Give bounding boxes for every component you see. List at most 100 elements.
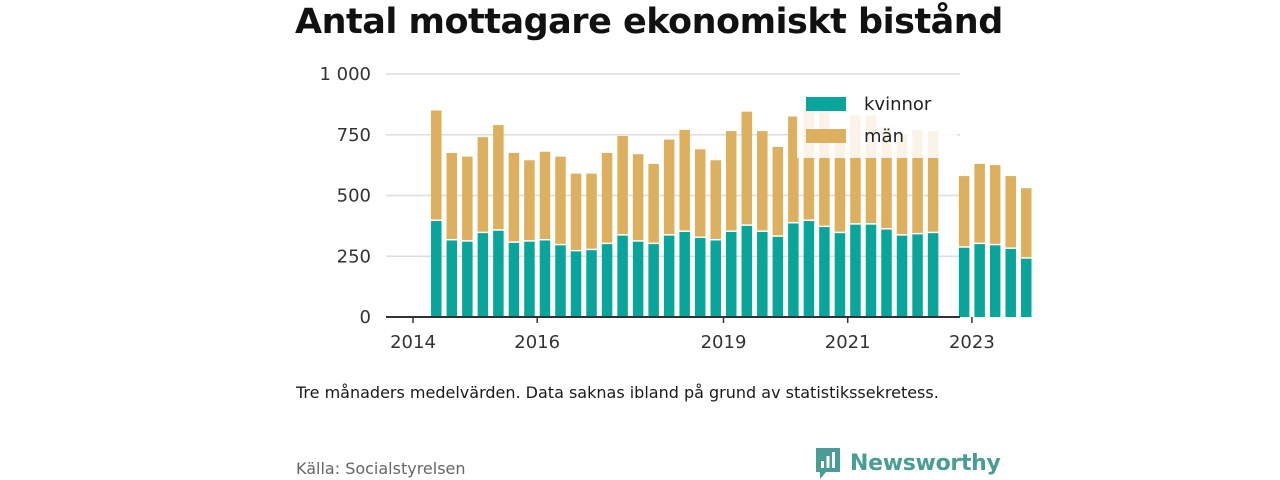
bar-kvinnor <box>431 221 442 317</box>
bar-kvinnor <box>757 231 768 317</box>
bar-kvinnor <box>1005 248 1016 317</box>
bar-man <box>710 160 721 239</box>
y-tick-label: 250 <box>337 246 371 267</box>
bar-kvinnor <box>850 224 861 317</box>
legend-swatch <box>806 129 846 143</box>
bar-man <box>663 139 675 235</box>
bar-man <box>741 111 753 225</box>
bar-kvinnor <box>648 244 659 317</box>
bar-man <box>974 163 985 243</box>
legend-label: kvinnor <box>864 94 932 115</box>
bar-kvinnor <box>1020 258 1032 317</box>
bar-man <box>539 151 551 239</box>
y-axis-ticks: 0 250 500 750 1 000 <box>319 64 371 328</box>
x-tick-label: 2021 <box>825 332 871 353</box>
bar-kvinnor <box>788 223 799 317</box>
bar-man <box>601 152 613 243</box>
bar-man <box>819 110 830 226</box>
bar-kvinnor <box>710 240 721 317</box>
bar-kvinnor <box>912 234 923 317</box>
bar-man <box>834 134 846 232</box>
bar-man <box>586 173 597 249</box>
bar-man <box>617 135 628 235</box>
bar-man <box>632 154 644 241</box>
bar-kvinnor <box>617 235 628 317</box>
bar-kvinnor <box>881 229 892 317</box>
bar-kvinnor <box>834 233 846 317</box>
bar-man <box>958 176 970 247</box>
bar-kvinnor <box>524 241 535 317</box>
brand-logo[interactable]: Newsworthy <box>814 446 1001 480</box>
y-tick-label: 0 <box>360 307 371 328</box>
bar-man <box>679 129 690 231</box>
bar-man <box>508 152 520 242</box>
x-tick-label: 2023 <box>949 332 995 353</box>
bar-kvinnor <box>803 221 815 317</box>
bar-kvinnor <box>819 227 830 317</box>
bar-kvinnor <box>539 240 551 317</box>
bars <box>431 104 1032 317</box>
bar-man <box>694 149 706 237</box>
bar-man <box>648 163 659 243</box>
bar-man <box>850 115 861 224</box>
bar-kvinnor <box>679 231 690 317</box>
bar-man <box>881 127 892 229</box>
bar-kvinnor <box>601 244 613 317</box>
bar-man <box>788 116 799 222</box>
bar-man <box>865 115 877 224</box>
bar-kvinnor <box>927 233 939 317</box>
bar-man <box>896 134 908 235</box>
chart-title: Antal mottagare ekonomiskt bistånd <box>295 2 1003 42</box>
x-tick-label: 2016 <box>514 332 560 353</box>
legend-swatch <box>806 97 846 111</box>
bar-kvinnor <box>989 245 1001 317</box>
bar-man <box>446 152 458 239</box>
bar-kvinnor <box>508 242 520 317</box>
bar-man <box>431 110 442 220</box>
bar-man <box>757 131 768 231</box>
brand-name: Newsworthy <box>850 450 1001 476</box>
bar-man <box>493 125 504 230</box>
bar-kvinnor <box>477 233 489 317</box>
bar-kvinnor <box>694 238 706 317</box>
bar-man <box>1005 176 1016 248</box>
bar-kvinnor <box>865 224 877 317</box>
chart-note: Tre månaders medelvärden. Data saknas ib… <box>296 383 939 402</box>
source-text: Källa: Socialstyrelsen <box>296 459 466 478</box>
bar-man <box>803 104 815 220</box>
bar-kvinnor <box>570 251 582 317</box>
bar-man <box>570 173 582 250</box>
stacked-bar-chart: 0 250 500 750 1 000 2014 2016 2019 2021 2023 kvi… <box>319 64 1032 353</box>
bar-man <box>1020 188 1032 258</box>
bar-kvinnor <box>974 244 985 317</box>
bar-man <box>772 146 784 236</box>
bar-man <box>477 137 489 232</box>
bar-man <box>989 165 1001 244</box>
bar-kvinnor <box>772 236 784 317</box>
bar-kvinnor <box>632 241 644 317</box>
x-axis-ticks: 2014 2016 2019 2021 2023 <box>390 317 995 353</box>
x-tick-label: 2019 <box>701 332 747 353</box>
bar-kvinnor <box>493 230 504 317</box>
legend-label: män <box>864 126 904 147</box>
bar-kvinnor <box>741 225 753 317</box>
legend: kvinnor män <box>797 86 957 158</box>
bar-man <box>927 131 939 232</box>
y-tick-label: 500 <box>337 186 371 207</box>
bar-man <box>555 156 566 244</box>
bar-kvinnor <box>462 241 473 317</box>
bar-man <box>912 129 923 233</box>
bar-kvinnor <box>446 240 458 317</box>
bar-kvinnor <box>958 247 970 317</box>
bar-man <box>462 156 473 241</box>
y-tick-label: 1 000 <box>319 64 371 85</box>
bar-kvinnor <box>586 250 597 317</box>
x-tick-label: 2014 <box>390 332 436 353</box>
bar-kvinnor <box>663 235 675 317</box>
bar-man <box>726 131 737 231</box>
bar-kvinnor <box>896 235 908 317</box>
bar-man <box>524 160 535 241</box>
bar-chart-logo-icon <box>816 448 840 479</box>
bar-kvinnor <box>555 245 566 317</box>
y-tick-label: 750 <box>337 125 371 146</box>
